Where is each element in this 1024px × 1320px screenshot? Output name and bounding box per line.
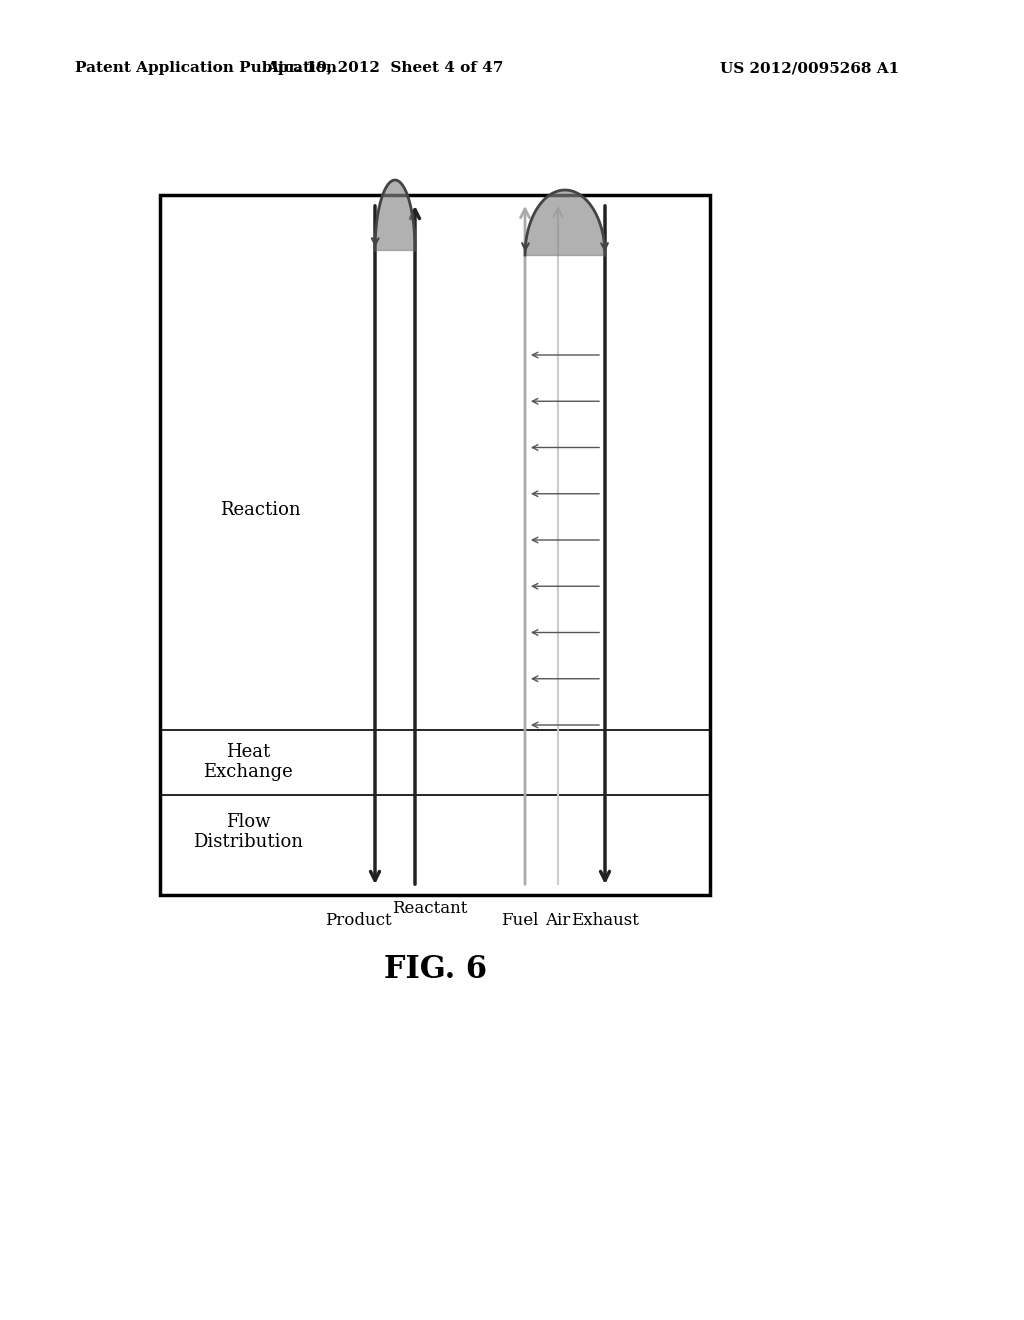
- Text: Air: Air: [546, 912, 570, 929]
- Text: Product: Product: [325, 912, 391, 929]
- Text: FIG. 6: FIG. 6: [384, 954, 486, 986]
- Text: Fuel: Fuel: [502, 912, 539, 929]
- Bar: [160, 195, 710, 895]
- Text: Reactant: Reactant: [392, 900, 468, 917]
- Text: Patent Application Publication: Patent Application Publication: [75, 61, 337, 75]
- Text: Apr. 19, 2012  Sheet 4 of 47: Apr. 19, 2012 Sheet 4 of 47: [266, 61, 504, 75]
- Text: Heat
Exchange: Heat Exchange: [203, 743, 293, 781]
- Text: US 2012/0095268 A1: US 2012/0095268 A1: [720, 61, 899, 75]
- Text: Flow
Distribution: Flow Distribution: [193, 813, 303, 851]
- Text: Reaction: Reaction: [220, 502, 300, 519]
- Text: Exhaust: Exhaust: [571, 912, 639, 929]
